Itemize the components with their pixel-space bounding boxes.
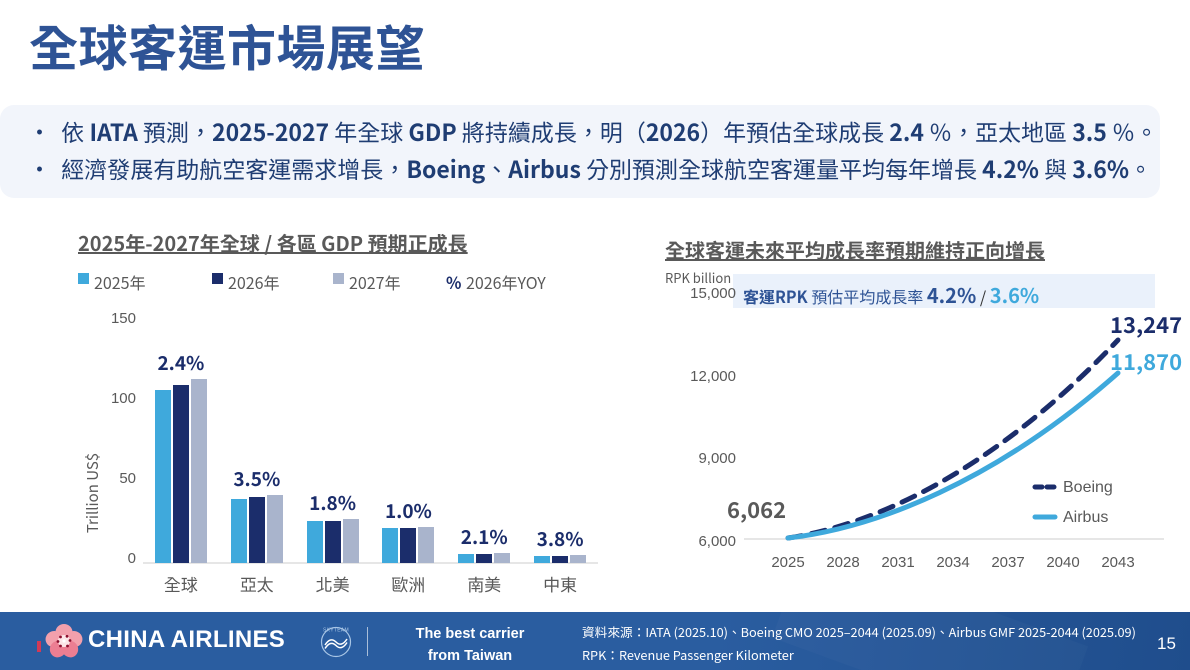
svg-text:Boeing: Boeing [1063, 479, 1113, 496]
svg-text:12,000: 12,000 [690, 368, 736, 385]
svg-text:2028: 2028 [826, 554, 859, 571]
svg-text:2025: 2025 [771, 554, 804, 571]
svg-text:SKYTEAM: SKYTEAM [323, 628, 349, 634]
svg-text:9,000: 9,000 [698, 450, 736, 467]
svg-text:2034: 2034 [936, 554, 969, 571]
svg-text:Airbus: Airbus [1063, 509, 1108, 526]
svg-text:6,000: 6,000 [698, 533, 736, 550]
svg-text:2043: 2043 [1101, 554, 1134, 571]
svg-text:2040: 2040 [1046, 554, 1079, 571]
svg-text:15,000: 15,000 [690, 285, 736, 302]
svg-text:2031: 2031 [881, 554, 914, 571]
svg-text:2037: 2037 [991, 554, 1024, 571]
